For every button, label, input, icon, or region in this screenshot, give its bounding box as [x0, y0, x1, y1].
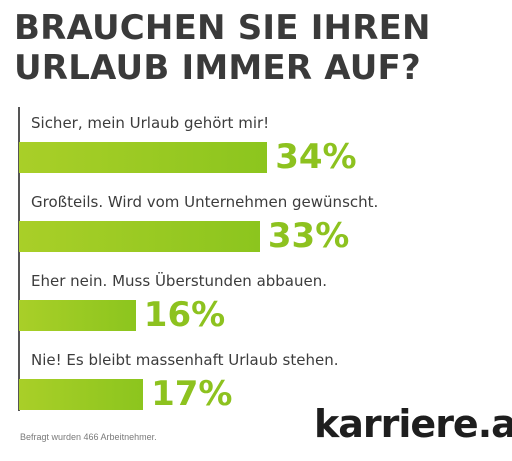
logo-tld: at — [491, 402, 512, 446]
value-label: 33% — [267, 216, 350, 256]
bar — [19, 142, 268, 173]
category-label: Großteils. Wird vom Unternehmen gewünsch… — [31, 193, 379, 211]
bar — [19, 379, 144, 410]
chart-title: BRAUCHEN SIE IHREN URLAUB IMMER AUF? — [14, 8, 431, 88]
logo-dot: . — [477, 402, 492, 446]
bar — [19, 221, 260, 252]
footnote: Befragt wurden 466 Arbeitnehmer. — [20, 432, 157, 442]
value-label: 16% — [143, 295, 226, 335]
category-label: Sicher, mein Urlaub gehört mir! — [31, 114, 270, 132]
y-axis-line — [18, 107, 20, 411]
category-label: Eher nein. Muss Überstunden abbauen. — [31, 272, 328, 290]
logo-name: karriere — [314, 402, 479, 446]
karriere-logo[interactable]: karriere.at — [314, 402, 512, 446]
bar — [19, 300, 136, 331]
value-label: 17% — [151, 374, 233, 414]
value-label: 34% — [275, 137, 357, 177]
category-label: Nie! Es bleibt massenhaft Urlaub stehen. — [31, 351, 339, 369]
